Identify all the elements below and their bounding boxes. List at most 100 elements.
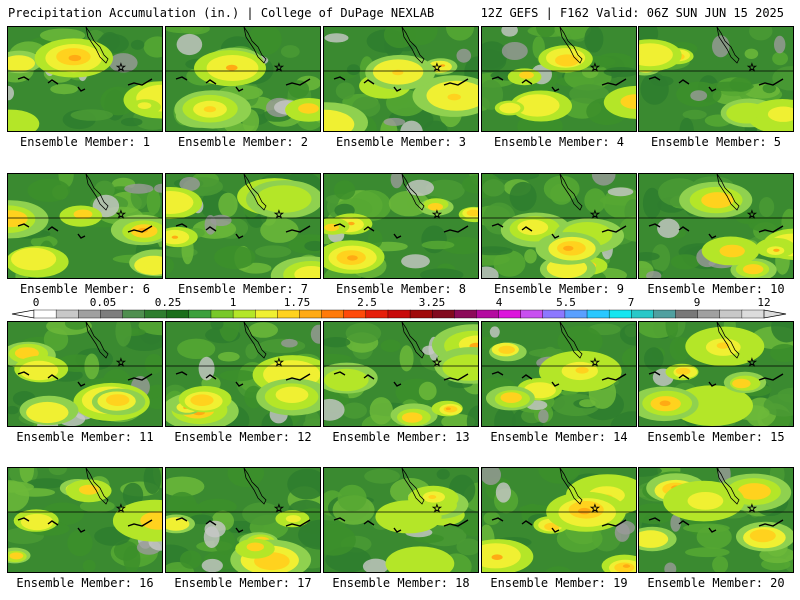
coastline <box>243 322 267 359</box>
colorbar-segment <box>675 309 699 319</box>
location-star-icon: ☆ <box>432 356 442 369</box>
colorbar-segment <box>33 309 57 319</box>
coastline <box>243 468 267 505</box>
model-run-info: 12Z GEFS | F162 Valid: 06Z SUN JUN 15 20… <box>480 6 784 20</box>
coastline <box>85 27 109 64</box>
ensemble-member-label: Ensemble Member: 9 <box>493 282 625 296</box>
location-star-icon: ☆ <box>432 61 442 74</box>
coastline <box>716 468 740 505</box>
coastline <box>716 27 740 64</box>
colorbar-segment <box>653 309 677 319</box>
precip-field: ☆ <box>166 322 320 426</box>
colorbar-segment <box>188 309 212 319</box>
colorbar-tick-label: 3.25 <box>418 296 446 309</box>
colorbar-segment <box>343 309 367 319</box>
ensemble-member-label: Ensemble Member: 14 <box>490 430 628 444</box>
colorbar-segment <box>210 309 234 319</box>
colorbar-segment <box>697 309 721 319</box>
location-star-icon: ☆ <box>432 208 442 221</box>
coastline <box>716 174 740 211</box>
ensemble-map-panel: ☆ <box>481 321 637 427</box>
ensemble-map-panel: ☆ <box>323 321 479 427</box>
colorbar-tick-label: 2.5 <box>357 296 377 309</box>
colorbar <box>11 309 787 319</box>
colorbar-segment <box>564 309 588 319</box>
location-star-icon: ☆ <box>432 502 442 515</box>
colorbar-tick-label: 5.5 <box>556 296 576 309</box>
ensemble-member-label: Ensemble Member: 7 <box>177 282 309 296</box>
coastline <box>648 223 784 239</box>
ensemble-member-label: Ensemble Member: 18 <box>332 576 470 590</box>
coastline <box>333 517 469 533</box>
coastline <box>17 517 153 533</box>
precip-field: ☆ <box>324 468 478 572</box>
ensemble-member-label: Ensemble Member: 3 <box>335 135 467 149</box>
precip-field: ☆ <box>639 27 793 131</box>
coastline <box>175 76 311 92</box>
location-star-icon: ☆ <box>274 502 284 515</box>
ensemble-member-label: Ensemble Member: 1 <box>19 135 151 149</box>
location-star-icon: ☆ <box>747 208 757 221</box>
location-star-icon: ☆ <box>116 208 126 221</box>
ensemble-map-panel: ☆ <box>165 26 321 132</box>
ensemble-map-panel: ☆ <box>165 467 321 573</box>
coastline <box>333 76 469 92</box>
coastline <box>175 371 311 387</box>
colorbar-segment <box>365 309 389 319</box>
coastline <box>85 322 109 359</box>
coastline <box>559 322 583 359</box>
precip-field: ☆ <box>639 468 793 572</box>
coastline <box>491 76 627 92</box>
colorbar-tick-label: 0 <box>32 296 40 309</box>
ensemble-member-label: Ensemble Member: 10 <box>647 282 785 296</box>
precip-field: ☆ <box>482 322 636 426</box>
colorbar-segment <box>100 309 123 319</box>
location-star-icon: ☆ <box>590 208 600 221</box>
colorbar-segment <box>542 309 566 319</box>
precip-field: ☆ <box>482 174 636 278</box>
precip-field: ☆ <box>639 174 793 278</box>
coastline <box>491 371 627 387</box>
colorbar-segment <box>454 309 477 319</box>
coastline <box>401 468 425 505</box>
colorbar-segment <box>476 309 500 319</box>
coastline <box>401 322 425 359</box>
precip-field: ☆ <box>166 174 320 278</box>
coastline <box>401 27 425 64</box>
location-star-icon: ☆ <box>116 356 126 369</box>
precip-field: ☆ <box>324 174 478 278</box>
colorbar-segment <box>586 309 610 319</box>
colorbar-left-arrow <box>11 309 35 319</box>
location-star-icon: ☆ <box>116 61 126 74</box>
ensemble-member-label: Ensemble Member: 20 <box>647 576 785 590</box>
colorbar-segment <box>631 309 654 319</box>
colorbar-segment <box>78 309 101 319</box>
ensemble-map-panel: ☆ <box>323 173 479 279</box>
location-star-icon: ☆ <box>747 356 757 369</box>
colorbar-segment <box>277 309 300 319</box>
ensemble-map-panel: ☆ <box>481 467 637 573</box>
colorbar-segment <box>55 309 79 319</box>
location-star-icon: ☆ <box>590 61 600 74</box>
colorbar-segment <box>122 309 146 319</box>
location-star-icon: ☆ <box>116 502 126 515</box>
precip-field: ☆ <box>8 322 162 426</box>
ensemble-member-label: Ensemble Member: 17 <box>174 576 312 590</box>
coastline <box>648 76 784 92</box>
location-star-icon: ☆ <box>274 356 284 369</box>
ensemble-member-label: Ensemble Member: 4 <box>493 135 625 149</box>
coastline <box>716 322 740 359</box>
ensemble-map-panel: ☆ <box>7 26 163 132</box>
colorbar-tick-label: 12 <box>757 296 771 309</box>
ensemble-map-panel: ☆ <box>638 26 794 132</box>
ensemble-map-panel: ☆ <box>638 467 794 573</box>
location-star-icon: ☆ <box>274 208 284 221</box>
coastline <box>491 517 627 533</box>
precip-field: ☆ <box>482 27 636 131</box>
colorbar-segment <box>321 309 345 319</box>
ensemble-map-panel: ☆ <box>7 321 163 427</box>
ensemble-member-label: Ensemble Member: 11 <box>16 430 154 444</box>
colorbar-segment <box>299 309 323 319</box>
coastline <box>17 223 153 239</box>
precip-field: ☆ <box>166 27 320 131</box>
